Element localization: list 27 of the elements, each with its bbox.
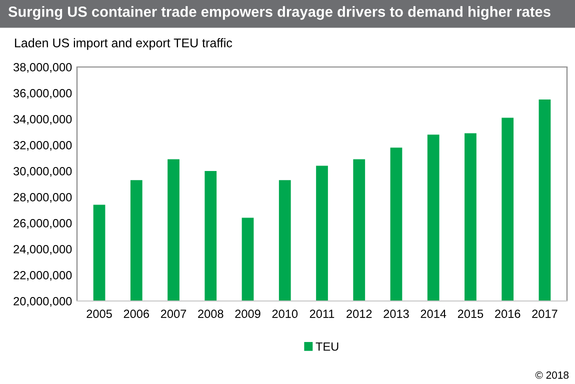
- x-tick-label: 2012: [346, 310, 372, 318]
- x-tick-label: 2013: [384, 310, 409, 318]
- y-tick-label: 26,000,000: [14, 219, 72, 229]
- x-tick-label: 2011: [310, 310, 334, 318]
- x-tick-label: 2006: [124, 310, 150, 318]
- chart-subtitle: Laden US import and export TEU traffic: [15, 38, 232, 50]
- x-tick-label: 2009: [235, 310, 260, 318]
- y-tick-label: 20,000,000: [14, 297, 72, 307]
- y-tick-label: 34,000,000: [14, 115, 72, 125]
- y-tick-label: 22,000,000: [14, 271, 72, 281]
- text: © 2018: [535, 371, 569, 379]
- x-tick-label: 2016: [495, 310, 520, 318]
- x-tick-label: 2015: [458, 310, 484, 318]
- x-tick-label: 2007: [160, 310, 186, 318]
- legend-label: TEU: [316, 342, 338, 351]
- y-tick-label: 28,000,000: [14, 193, 72, 203]
- y-tick-label: 30,000,000: [14, 167, 72, 177]
- y-tick-label: 32,000,000: [14, 141, 72, 151]
- x-tick-label: 2014: [420, 310, 446, 318]
- x-tick-label: 2017: [532, 310, 558, 318]
- chart-title: Surging US container trade empowers drayage drivers to demand higher rates: [8, 6, 550, 20]
- x-tick-label: 2008: [198, 310, 224, 318]
- y-tick-label: 24,000,000: [14, 245, 72, 255]
- y-tick-label: 36,000,000: [14, 89, 72, 99]
- x-tick-label: 2010: [272, 310, 298, 318]
- y-tick-label: 38,000,000: [14, 63, 72, 73]
- x-tick-label: 2005: [86, 310, 112, 318]
